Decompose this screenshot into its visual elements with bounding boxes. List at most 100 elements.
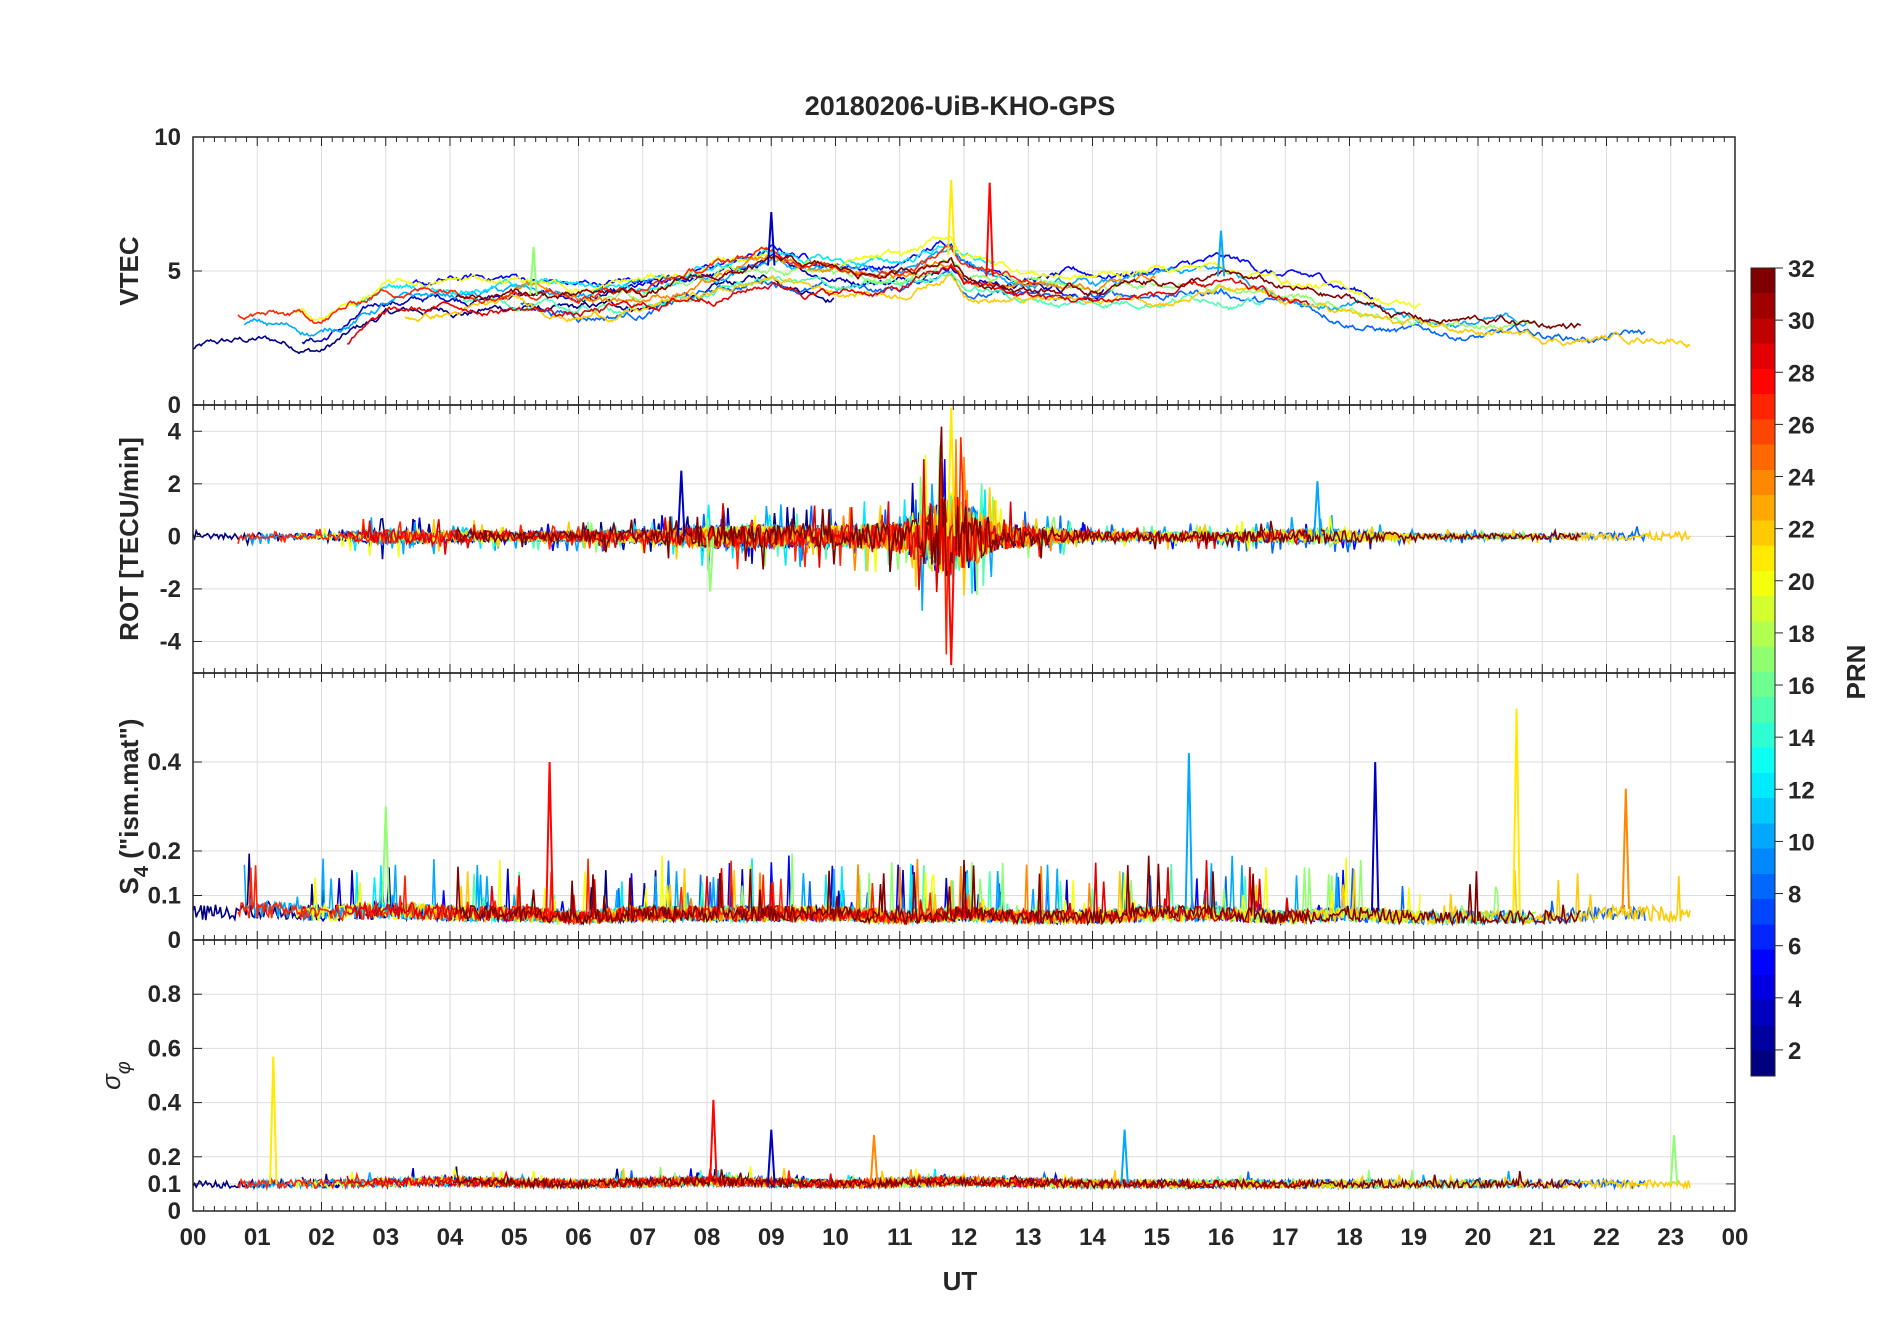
series-sigma-phi [193, 1166, 1691, 1192]
grid-rot [193, 405, 1735, 673]
y-tick-label: 5 [168, 258, 181, 285]
data-peak [1371, 761, 1380, 911]
y-tick-label: 10 [154, 124, 181, 151]
colorbar-tick-label: 28 [1788, 360, 1815, 387]
data-peak [1184, 753, 1194, 909]
colorbar-label: PRN [1841, 645, 1871, 700]
data-peak [529, 246, 538, 295]
peaks-rot [677, 407, 1322, 666]
colorbar-tick-label: 32 [1788, 256, 1815, 283]
data-trace [404, 273, 1691, 349]
panel-vtec: 0 5 10 VTEC [114, 124, 1736, 419]
data-peak [946, 407, 956, 537]
x-tick-label: 00 [1722, 1224, 1749, 1251]
colorbar-tick-label: 8 [1788, 882, 1801, 909]
y-tick-label: 2 [168, 471, 181, 498]
y-axis-label-vtec: VTEC [114, 236, 144, 306]
data-trace [455, 426, 1581, 578]
data-trace [237, 244, 1040, 325]
x-tick-label: 16 [1208, 1224, 1235, 1251]
peaks-vtec [529, 179, 1226, 295]
x-tick-label: 10 [822, 1224, 849, 1251]
y-ticks-vtec: 0 5 10 [154, 124, 1735, 419]
data-peak [946, 536, 956, 666]
x-ticks-vtec [192, 137, 1725, 405]
y-tick-label: 0 [168, 523, 181, 550]
peaks-sigma-phi [269, 1056, 1679, 1184]
data-peak [545, 761, 554, 912]
data-trace [571, 256, 1537, 331]
y-tick-label: 0.2 [148, 1144, 181, 1171]
data-peak [381, 806, 390, 905]
x-ticks-rot [192, 405, 1725, 673]
colorbar-tick-label: 26 [1788, 412, 1815, 439]
data-peak [767, 211, 776, 266]
panel-sigma-phi: 00.10.2 0.4 0.6 0.8 σφ [96, 939, 1736, 1225]
y-ticks-s4: 0 0.1 0.2 0.4 [148, 749, 1735, 954]
y-axis-label-rot: ROT [TECU/min] [114, 437, 144, 641]
x-tick-label: 01 [244, 1224, 271, 1251]
x-tick-label: 23 [1657, 1224, 1684, 1251]
colorbar-tick-label: 24 [1788, 465, 1815, 492]
data-peak [706, 536, 715, 592]
x-tick-label: 02 [308, 1224, 335, 1251]
x-axis: 00 01 02 03 04 05 06 07 08 09 10 11 12 13 14 15 16 17 18 19… [180, 1224, 1749, 1251]
x-tick-label: 13 [1015, 1224, 1042, 1251]
x-ticks-sigma-phi [192, 940, 1725, 1211]
x-ticks-s4 [192, 673, 1725, 940]
y-tick-label: 4 [168, 418, 182, 445]
data-peak [1216, 230, 1226, 277]
ylabel-sub: 4 [131, 865, 153, 877]
data-peak [677, 470, 686, 537]
colorbar-tick-label: 20 [1788, 569, 1815, 596]
colorbar-tick-label: 4 [1788, 986, 1802, 1013]
x-tick-label: 05 [501, 1224, 528, 1251]
ylabel-rest: ("ism.mat") [114, 719, 144, 866]
y-tick-label: 0.6 [148, 1035, 181, 1062]
data-trace [347, 262, 1310, 345]
series-vtec [193, 235, 1691, 355]
x-tick-label: 18 [1336, 1224, 1363, 1251]
series-s4 [193, 853, 1691, 927]
data-peak [1621, 788, 1630, 909]
x-tick-label: 07 [629, 1224, 656, 1251]
x-tick-label: 20 [1465, 1224, 1492, 1251]
y-tick-label: 0.4 [148, 1090, 182, 1117]
data-trace [520, 270, 1646, 344]
y-tick-label: 0 [168, 927, 181, 954]
x-tick-label: 04 [437, 1224, 464, 1251]
series-rot [193, 426, 1691, 655]
colorbar-tick-label: 10 [1788, 829, 1815, 856]
data-peak [869, 1135, 879, 1184]
ylabel-main: S [114, 877, 144, 894]
panel-s4: 00.10.20.4S4 ("ism.mat") [114, 672, 1736, 954]
x-tick-label: 14 [1079, 1224, 1106, 1251]
data-trace [295, 235, 1421, 321]
colorbar-tick-label: 12 [1788, 777, 1815, 804]
x-tick-label: 15 [1143, 1224, 1170, 1251]
y-tick-label: -4 [160, 628, 182, 655]
y-tick-label: 0.1 [148, 1171, 181, 1198]
peaks-s4 [381, 708, 1630, 914]
y-tick-label: 0.4 [148, 749, 182, 776]
y-ticks-rot: -4 -2 0 2 4 [160, 418, 1735, 655]
y-tick-label: 0.1 [148, 883, 181, 910]
data-trace [346, 860, 1310, 926]
colorbar-tick-label: 16 [1788, 673, 1815, 700]
data-trace [295, 454, 1421, 574]
x-tick-label: 09 [758, 1224, 785, 1251]
data-peak [1120, 1129, 1129, 1184]
x-tick-label: 19 [1400, 1224, 1427, 1251]
colorbar-tick-label: 6 [1788, 934, 1801, 961]
x-axis-label: UT [943, 1266, 978, 1296]
y-ticks-sigma-phi: 00.10.2 0.4 0.6 0.8 [148, 981, 1735, 1225]
data-trace [455, 855, 1582, 927]
data-peak [709, 1099, 718, 1182]
colorbar-scale [1750, 267, 1776, 1077]
data-peak [946, 179, 956, 255]
x-tick-label: 11 [887, 1224, 912, 1251]
y-axis-label-s4: S4 ("ism.mat") [114, 719, 153, 895]
y-tick-label: 0 [168, 392, 181, 419]
data-peak [1313, 481, 1322, 537]
